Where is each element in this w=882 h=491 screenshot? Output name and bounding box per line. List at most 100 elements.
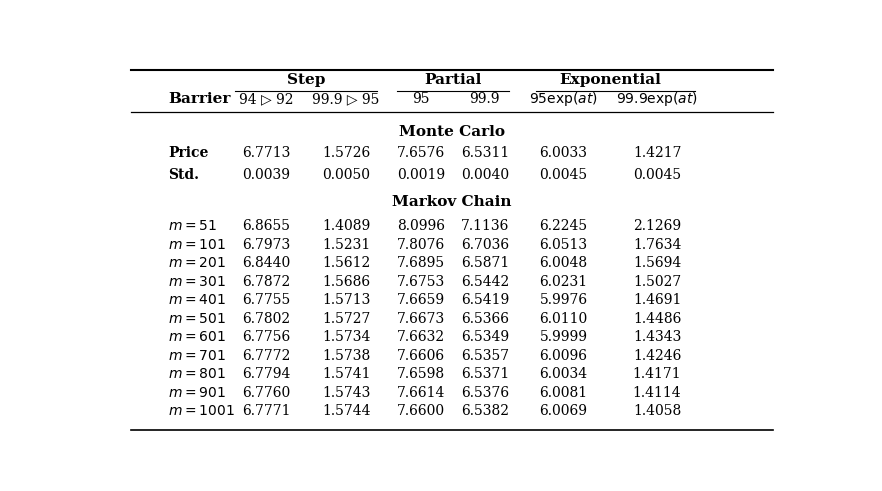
Text: 1.5231: 1.5231 — [322, 238, 370, 251]
Text: 1.5713: 1.5713 — [322, 293, 370, 307]
Text: 7.6606: 7.6606 — [397, 349, 445, 363]
Text: 1.4691: 1.4691 — [633, 293, 681, 307]
Text: Barrier: Barrier — [168, 92, 231, 107]
Text: 1.4058: 1.4058 — [633, 404, 681, 418]
Text: Exponential: Exponential — [559, 73, 662, 87]
Text: 6.7713: 6.7713 — [242, 146, 290, 161]
Text: 6.7036: 6.7036 — [460, 238, 509, 251]
Text: $m = 501$: $m = 501$ — [168, 312, 226, 326]
Text: 7.6753: 7.6753 — [397, 274, 445, 289]
Text: 6.5349: 6.5349 — [460, 330, 509, 344]
Text: 6.7802: 6.7802 — [242, 312, 290, 326]
Text: Step: Step — [287, 73, 325, 87]
Text: 1.4343: 1.4343 — [633, 330, 681, 344]
Text: 7.6632: 7.6632 — [397, 330, 445, 344]
Text: 7.6673: 7.6673 — [397, 312, 445, 326]
Text: 1.4217: 1.4217 — [633, 146, 681, 161]
Text: 1.5741: 1.5741 — [322, 367, 370, 381]
Text: 6.0231: 6.0231 — [540, 274, 587, 289]
Text: $m = 301$: $m = 301$ — [168, 274, 226, 289]
Text: 6.7794: 6.7794 — [242, 367, 290, 381]
Text: 6.7772: 6.7772 — [242, 349, 290, 363]
Text: $m = 201$: $m = 201$ — [168, 256, 226, 270]
Text: 6.5382: 6.5382 — [460, 404, 509, 418]
Text: 6.5376: 6.5376 — [460, 386, 509, 400]
Text: 7.6659: 7.6659 — [397, 293, 445, 307]
Text: 6.5871: 6.5871 — [460, 256, 509, 270]
Text: $m = 801$: $m = 801$ — [168, 367, 226, 381]
Text: 6.7771: 6.7771 — [242, 404, 290, 418]
Text: $95\exp(at)$: $95\exp(at)$ — [529, 90, 598, 109]
Text: 7.6895: 7.6895 — [397, 256, 445, 270]
Text: 1.5743: 1.5743 — [322, 386, 370, 400]
Text: 6.8655: 6.8655 — [242, 219, 290, 233]
Text: 6.5419: 6.5419 — [460, 293, 509, 307]
Text: $m = 1001$: $m = 1001$ — [168, 404, 235, 418]
Text: 1.7634: 1.7634 — [633, 238, 681, 251]
Text: 6.7756: 6.7756 — [242, 330, 290, 344]
Text: 7.6598: 7.6598 — [397, 367, 445, 381]
Text: $m = 901$: $m = 901$ — [168, 386, 226, 400]
Text: $m = 401$: $m = 401$ — [168, 293, 226, 307]
Text: $m = 701$: $m = 701$ — [168, 349, 226, 363]
Text: 0.0040: 0.0040 — [460, 168, 509, 182]
Text: 1.4486: 1.4486 — [633, 312, 681, 326]
Text: 1.4114: 1.4114 — [632, 386, 682, 400]
Text: 6.7872: 6.7872 — [242, 274, 290, 289]
Text: 1.5726: 1.5726 — [322, 146, 370, 161]
Text: 1.5694: 1.5694 — [633, 256, 681, 270]
Text: Price: Price — [168, 146, 209, 161]
Text: 95: 95 — [413, 92, 430, 107]
Text: 6.0110: 6.0110 — [539, 312, 587, 326]
Text: 6.0034: 6.0034 — [540, 367, 587, 381]
Text: 6.0096: 6.0096 — [540, 349, 587, 363]
Text: 6.2245: 6.2245 — [540, 219, 587, 233]
Text: 2.1269: 2.1269 — [633, 219, 681, 233]
Text: 8.0996: 8.0996 — [397, 219, 445, 233]
Text: 1.4089: 1.4089 — [322, 219, 370, 233]
Text: Monte Carlo: Monte Carlo — [399, 125, 505, 138]
Text: 1.4246: 1.4246 — [633, 349, 681, 363]
Text: 5.9976: 5.9976 — [540, 293, 587, 307]
Text: 99.9: 99.9 — [469, 92, 500, 107]
Text: 1.5612: 1.5612 — [322, 256, 370, 270]
Text: 6.5442: 6.5442 — [460, 274, 509, 289]
Text: 7.8076: 7.8076 — [397, 238, 445, 251]
Text: 1.5738: 1.5738 — [322, 349, 370, 363]
Text: Markov Chain: Markov Chain — [392, 195, 512, 209]
Text: 7.6576: 7.6576 — [397, 146, 445, 161]
Text: 6.0069: 6.0069 — [540, 404, 587, 418]
Text: 6.5371: 6.5371 — [460, 367, 509, 381]
Text: 1.4171: 1.4171 — [632, 367, 682, 381]
Text: 7.6600: 7.6600 — [397, 404, 445, 418]
Text: 99.9 ▷ 95: 99.9 ▷ 95 — [312, 92, 380, 107]
Text: 6.7760: 6.7760 — [242, 386, 290, 400]
Text: 0.0039: 0.0039 — [242, 168, 290, 182]
Text: 6.0033: 6.0033 — [540, 146, 587, 161]
Text: 6.5311: 6.5311 — [460, 146, 509, 161]
Text: 0.0045: 0.0045 — [540, 168, 587, 182]
Text: 1.5734: 1.5734 — [322, 330, 370, 344]
Text: 5.9999: 5.9999 — [540, 330, 587, 344]
Text: 0.0019: 0.0019 — [397, 168, 445, 182]
Text: 7.6614: 7.6614 — [397, 386, 445, 400]
Text: 6.5366: 6.5366 — [460, 312, 509, 326]
Text: Partial: Partial — [424, 73, 482, 87]
Text: $99.9\exp(at)$: $99.9\exp(at)$ — [617, 90, 698, 109]
Text: 1.5727: 1.5727 — [322, 312, 370, 326]
Text: 6.0048: 6.0048 — [540, 256, 587, 270]
Text: $m = 51$: $m = 51$ — [168, 219, 217, 233]
Text: 0.0050: 0.0050 — [322, 168, 370, 182]
Text: 6.8440: 6.8440 — [242, 256, 290, 270]
Text: 1.5027: 1.5027 — [633, 274, 681, 289]
Text: 6.7973: 6.7973 — [242, 238, 290, 251]
Text: 1.5686: 1.5686 — [322, 274, 370, 289]
Text: Std.: Std. — [168, 168, 199, 182]
Text: 94 ▷ 92: 94 ▷ 92 — [239, 92, 294, 107]
Text: 6.0081: 6.0081 — [540, 386, 587, 400]
Text: 6.5357: 6.5357 — [460, 349, 509, 363]
Text: 7.1136: 7.1136 — [460, 219, 509, 233]
Text: $m = 601$: $m = 601$ — [168, 330, 226, 344]
Text: 0.0045: 0.0045 — [633, 168, 681, 182]
Text: 1.5744: 1.5744 — [322, 404, 370, 418]
